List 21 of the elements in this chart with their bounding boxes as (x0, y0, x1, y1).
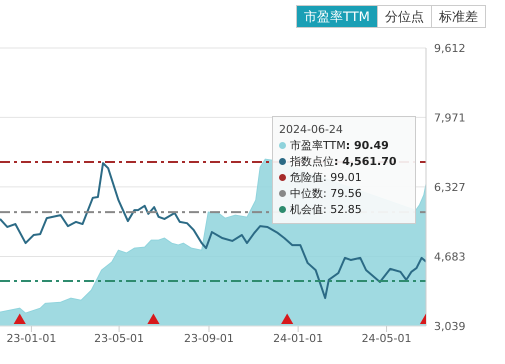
text: 分位点 (378, 5, 432, 28)
x-tick-label: 23-05-01 (94, 332, 144, 345)
x-tick-label: 23-09-01 (184, 332, 234, 345)
annotation: : 90.49 (346, 139, 389, 152)
x-tick-label: 24-01-01 (273, 332, 324, 345)
annotation: 2024-06-24 (279, 122, 344, 138)
legend-label: 机会值: 52.85 (289, 202, 363, 218)
legend-label: 危险值: 99.01 (289, 170, 363, 186)
y-tick-label: 3,039 (434, 320, 466, 333)
y-tick-label: 6,327 (434, 180, 466, 194)
legend-label: 市盈率TTM (290, 139, 346, 152)
y-tick-label: 7,971 (434, 111, 466, 124)
annotation: : 4,561.70 (334, 155, 397, 168)
legend-label: 中位数: 79.56 (289, 186, 363, 202)
text: 市盈率TTM (296, 5, 378, 28)
x-tick-label: 24-05-01 (362, 332, 412, 345)
x-tick-label: 23-01-01 (6, 332, 56, 345)
legend-label: 指数点位 (290, 155, 334, 168)
text: 标准差 (432, 5, 486, 28)
y-tick-label: 4,683 (434, 250, 466, 264)
y-tick-label: 9,612 (434, 42, 466, 55)
